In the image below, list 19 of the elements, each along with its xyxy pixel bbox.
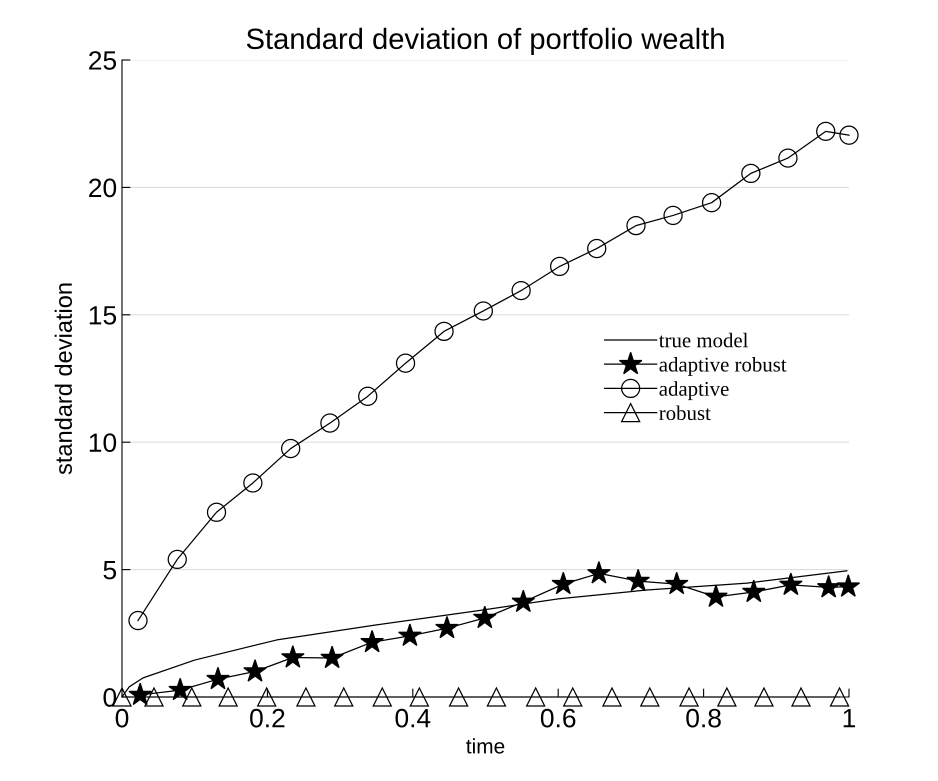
- y-tick-label: 15: [90, 306, 116, 325]
- x-tick-label: 0.4: [395, 708, 430, 728]
- x-tick-label: 0.2: [250, 708, 284, 728]
- y-axis-title: standard deviation: [54, 284, 72, 474]
- legend-label: adaptive robust: [660, 357, 787, 376]
- y-tick-label: 20: [89, 178, 116, 198]
- y-tick-label: 10: [90, 433, 116, 452]
- x-axis-title: time: [466, 738, 504, 754]
- x-tick-label: 1: [844, 709, 856, 728]
- x-tick-label: 0: [116, 708, 128, 728]
- y-tick-label: 5: [104, 561, 116, 580]
- x-tick-label: 0.8: [686, 708, 721, 728]
- legend-label: robust: [659, 405, 711, 420]
- y-tick-label: 25: [89, 51, 116, 70]
- legend-label: true model: [658, 332, 748, 348]
- y-tick-label: 0: [103, 688, 116, 707]
- legend-label: adaptive: [660, 381, 729, 400]
- x-tick-label: 0.6: [540, 708, 576, 728]
- chart-title: Standard deviation of portfolio wealth: [246, 28, 724, 55]
